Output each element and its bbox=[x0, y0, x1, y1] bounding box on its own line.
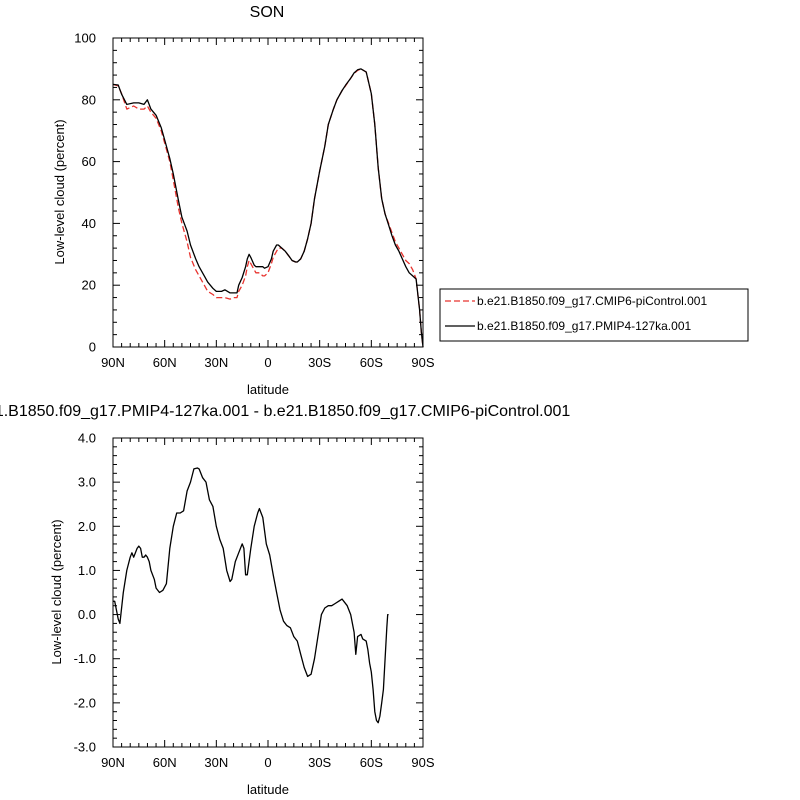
x-tick-label: 60S bbox=[360, 755, 383, 770]
top-tick-labels: 90N 60N 30N 0 30S 60S 90S 0 20 40 60 80 100 bbox=[74, 31, 435, 371]
y-tick-label: 0.0 bbox=[78, 607, 96, 622]
y-tick-label: -1.0 bbox=[74, 651, 96, 666]
x-tick-label: 90N bbox=[101, 355, 125, 370]
x-tick-label: 0 bbox=[264, 355, 271, 370]
y-tick-label: 40 bbox=[82, 216, 96, 231]
top-plot-frame bbox=[112, 37, 424, 348]
x-tick-label: 30S bbox=[308, 755, 331, 770]
top-x-axis-label: latitude bbox=[247, 382, 289, 397]
x-tick-label: 30S bbox=[308, 355, 331, 370]
x-tick-label: 90S bbox=[411, 755, 434, 770]
x-tick-label: 60N bbox=[153, 355, 177, 370]
legend: b.e21.B1850.f09_g17.CMIP6-piControl.001 … bbox=[439, 288, 749, 342]
y-tick-label: -2.0 bbox=[74, 695, 96, 710]
y-tick-label: 20 bbox=[82, 278, 96, 293]
x-tick-label: 60N bbox=[153, 755, 177, 770]
x-tick-label: 30N bbox=[204, 755, 228, 770]
y-tick-label: 80 bbox=[82, 92, 96, 107]
y-tick-label: 100 bbox=[74, 31, 96, 46]
y-tick-label: 60 bbox=[82, 154, 96, 169]
bottom-x-axis-label: latitude bbox=[247, 782, 289, 797]
bottom-plot-lines bbox=[113, 467, 389, 724]
bottom-panel: b.e21.B1850.f09_g17.PMIP4-127ka.001 - b.… bbox=[0, 403, 570, 797]
legend-label-127ka: b.e21.B1850.f09_g17.PMIP4-127ka.001 bbox=[477, 319, 691, 333]
x-tick-label: 90N bbox=[101, 755, 125, 770]
top-panel: SON 90N 60N 30N 0 30S 60S 90S 0 20 40 60 80 100 lati… bbox=[52, 4, 749, 397]
bottom-y-axis-label: Low-level cloud (percent) bbox=[49, 519, 64, 664]
bottom-chart-title: b.e21.B1850.f09_g17.PMIP4-127ka.001 - b.… bbox=[0, 403, 570, 420]
bottom-ticks bbox=[112, 437, 424, 748]
bottom-tick-labels: 90N 60N 30N 0 30S 60S 90S -3.0 -2.0 -1.0 0.0 1.0 2.0… bbox=[74, 431, 435, 771]
top-y-axis-label: Low-level cloud (percent) bbox=[52, 119, 67, 264]
y-tick-label: -3.0 bbox=[74, 740, 96, 755]
series-line-2-1 bbox=[113, 467, 389, 724]
top-ticks bbox=[112, 37, 424, 348]
x-tick-label: 0 bbox=[264, 755, 271, 770]
y-tick-label: 2.0 bbox=[78, 519, 96, 534]
top-chart-title: SON bbox=[250, 4, 285, 21]
legend-box bbox=[439, 288, 749, 342]
y-tick-label: 0 bbox=[89, 340, 96, 355]
legend-label-piControl: b.e21.B1850.f09_g17.CMIP6-piControl.001 bbox=[477, 294, 707, 308]
x-tick-label: 90S bbox=[411, 355, 434, 370]
x-tick-label: 30N bbox=[204, 355, 228, 370]
series-line-1-2 bbox=[112, 68, 424, 348]
y-tick-label: 4.0 bbox=[78, 431, 96, 446]
y-tick-label: 3.0 bbox=[78, 475, 96, 490]
y-tick-label: 1.0 bbox=[78, 563, 96, 578]
top-plot-lines bbox=[112, 68, 424, 348]
x-tick-label: 60S bbox=[360, 355, 383, 370]
series-line-1-1 bbox=[112, 68, 424, 348]
